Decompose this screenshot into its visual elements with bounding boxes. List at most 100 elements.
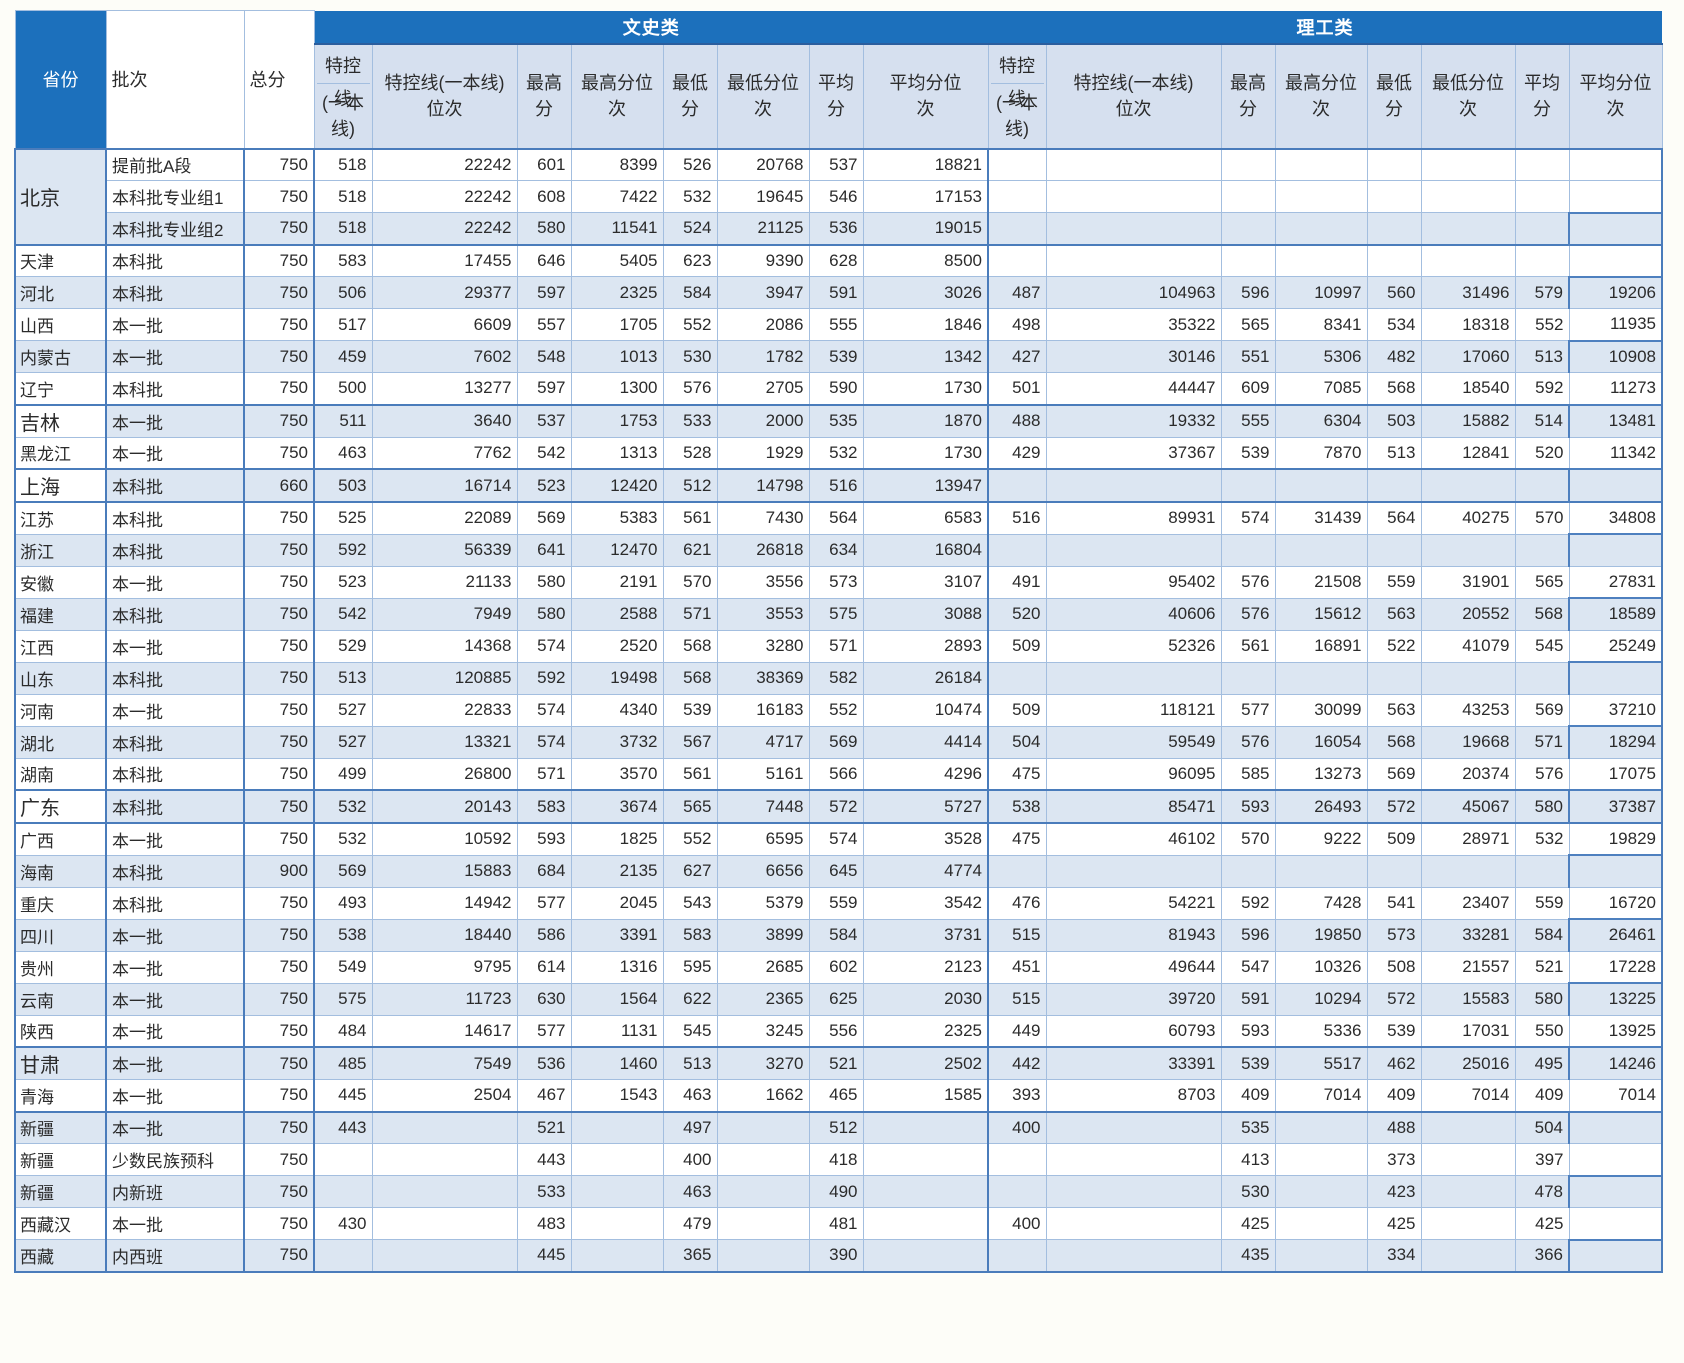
wenshi-max-score-cell: 608 xyxy=(516,180,572,213)
wenshi-min-score-cell: 584 xyxy=(662,276,718,309)
wenshi-min-rank-cell: 19645 xyxy=(716,180,810,213)
wenshi-min-score-cell: 561 xyxy=(662,501,718,535)
ligong-avg-score-cell xyxy=(1514,243,1570,277)
ligong-max-score-cell: 565 xyxy=(1220,308,1276,341)
ligong-tekongxian-cell xyxy=(987,180,1047,213)
wenshi-avg-rank-cell xyxy=(862,1207,989,1240)
ligong-avg-rank-cell xyxy=(1568,533,1663,567)
wenshi-tekongxian-rank-cell: 16714 xyxy=(371,468,518,503)
wenshi-max-score-cell: 571 xyxy=(516,757,572,791)
ligong-max-score-cell xyxy=(1220,468,1276,503)
wenshi-avg-rank-cell: 1730 xyxy=(862,372,989,405)
table-body: 北京 提前批A段 750 518 22242 601 8399 526 20768 537 1882… xyxy=(14,148,1663,1273)
ligong-min-score-cell: 560 xyxy=(1366,276,1422,309)
wenshi-tekongxian-rank-cell: 7549 xyxy=(371,1046,518,1080)
wenshi-min-score-cell: 570 xyxy=(662,565,718,599)
wenshi-avg-score-cell: 490 xyxy=(808,1175,864,1208)
wenshi-max-score-cell: 443 xyxy=(516,1143,572,1176)
wenshi-avg-rank-cell: 3088 xyxy=(862,597,989,631)
table-row: 山东 本科批 750 513 120885 592 19498 568 38369 582 2618… xyxy=(14,661,1663,695)
ligong-min-score-cell: 559 xyxy=(1366,565,1422,599)
wenshi-min-score-cell: 621 xyxy=(662,533,718,567)
ligong-avg-score-cell xyxy=(1514,661,1570,695)
wenshi-max-rank-cell: 2588 xyxy=(570,597,664,631)
wenshi-min-score-cell: 365 xyxy=(662,1239,718,1273)
wenshi-max-rank-cell: 5383 xyxy=(570,501,664,535)
wenshi-avg-score-cell: 535 xyxy=(808,403,864,438)
yibenxian-label: (一本线) xyxy=(996,92,1038,139)
col-header-min-rank-wen: 最低分位次 xyxy=(716,43,810,150)
wenshi-max-rank-cell: 2191 xyxy=(570,565,664,599)
ligong-avg-score-cell: 532 xyxy=(1514,822,1570,856)
ligong-min-score-cell: 373 xyxy=(1366,1143,1422,1176)
batch-cell: 本科批 xyxy=(105,501,245,535)
ligong-max-score-cell: 574 xyxy=(1220,501,1276,535)
ligong-tekongxian-rank-cell: 95402 xyxy=(1045,565,1222,599)
ligong-max-score-cell: 535 xyxy=(1220,1110,1276,1144)
table-row: 四川 本一批 750 538 18440 586 3391 583 3899 584 3731 515… xyxy=(14,918,1663,952)
province-cell: 新疆 xyxy=(14,1110,107,1144)
wenshi-avg-score-cell: 564 xyxy=(808,501,864,535)
wenshi-max-rank-cell: 1316 xyxy=(570,950,664,984)
ligong-avg-score-cell xyxy=(1514,854,1570,888)
wenshi-tekongxian-rank-cell: 3640 xyxy=(371,403,518,438)
ligong-avg-score-cell: 397 xyxy=(1514,1143,1570,1176)
ligong-tekongxian-cell xyxy=(987,533,1047,567)
total-score-cell: 750 xyxy=(243,403,315,438)
wenshi-min-rank-cell: 1929 xyxy=(716,436,810,470)
ligong-max-rank-cell: 26493 xyxy=(1274,789,1368,824)
wenshi-tekongxian-rank-cell: 22242 xyxy=(371,148,518,181)
ligong-min-score-cell: 522 xyxy=(1366,629,1422,663)
wenshi-min-score-cell: 512 xyxy=(662,468,718,503)
wenshi-max-rank-cell: 1013 xyxy=(570,340,664,373)
total-score-cell: 750 xyxy=(243,886,315,920)
total-score-cell: 750 xyxy=(243,436,315,470)
ligong-min-rank-cell xyxy=(1420,1239,1516,1273)
wenshi-max-score-cell: 521 xyxy=(516,1110,572,1144)
province-cell: 云南 xyxy=(14,982,107,1016)
province-cell: 陕西 xyxy=(14,1014,107,1048)
ligong-avg-rank-cell xyxy=(1568,661,1663,695)
wenshi-tekongxian-rank-cell: 26800 xyxy=(371,757,518,791)
total-score-cell: 750 xyxy=(243,1079,315,1112)
wenshi-min-rank-cell: 14798 xyxy=(716,468,810,503)
ligong-min-score-cell: 539 xyxy=(1366,1014,1422,1048)
wenshi-max-rank-cell: 1705 xyxy=(570,308,664,341)
wenshi-tekongxian-cell: 538 xyxy=(313,918,373,952)
batch-cell: 本科批 xyxy=(105,597,245,631)
ligong-avg-rank-cell xyxy=(1568,148,1663,181)
table-row: 广西 本一批 750 532 10592 593 1825 552 6595 574 3528 475… xyxy=(14,822,1663,856)
total-score-cell: 750 xyxy=(243,1207,315,1240)
ligong-tekongxian-rank-cell xyxy=(1045,180,1222,213)
ligong-min-score-cell: 573 xyxy=(1366,918,1422,952)
wenshi-max-rank-cell: 3570 xyxy=(570,757,664,791)
ligong-max-score-cell: 596 xyxy=(1220,918,1276,952)
wenshi-max-score-cell: 684 xyxy=(516,854,572,888)
col-header-avg-li: 平均分 xyxy=(1514,43,1570,150)
wenshi-avg-score-cell: 591 xyxy=(808,276,864,309)
ligong-max-rank-cell: 5517 xyxy=(1274,1046,1368,1080)
ligong-max-rank-cell xyxy=(1274,1175,1368,1208)
ligong-min-score-cell: 572 xyxy=(1366,982,1422,1016)
ligong-max-rank-cell: 16054 xyxy=(1274,725,1368,759)
wenshi-max-rank-cell: 3732 xyxy=(570,725,664,759)
ligong-tekongxian-cell: 475 xyxy=(987,822,1047,856)
ligong-min-rank-cell xyxy=(1420,533,1516,567)
wenshi-avg-score-cell: 418 xyxy=(808,1143,864,1176)
wenshi-tekongxian-cell: 500 xyxy=(313,372,373,405)
wenshi-tekongxian-cell: 517 xyxy=(313,308,373,341)
wenshi-min-rank-cell: 20768 xyxy=(716,148,810,181)
wenshi-avg-rank-cell: 16804 xyxy=(862,533,989,567)
total-score-cell: 750 xyxy=(243,243,315,277)
ligong-avg-rank-cell: 14246 xyxy=(1568,1046,1663,1080)
wenshi-avg-rank-cell: 4414 xyxy=(862,725,989,759)
total-score-cell: 750 xyxy=(243,533,315,567)
ligong-tekongxian-rank-cell: 30146 xyxy=(1045,340,1222,373)
batch-cell: 本科批 xyxy=(105,372,245,405)
ligong-avg-score-cell: 514 xyxy=(1514,403,1570,438)
batch-cell: 本一批 xyxy=(105,1110,245,1144)
ligong-avg-score-cell: 478 xyxy=(1514,1175,1570,1208)
ligong-min-rank-cell: 45067 xyxy=(1420,789,1516,824)
wenshi-max-rank-cell: 4340 xyxy=(570,693,664,727)
wenshi-avg-rank-cell xyxy=(862,1143,989,1176)
